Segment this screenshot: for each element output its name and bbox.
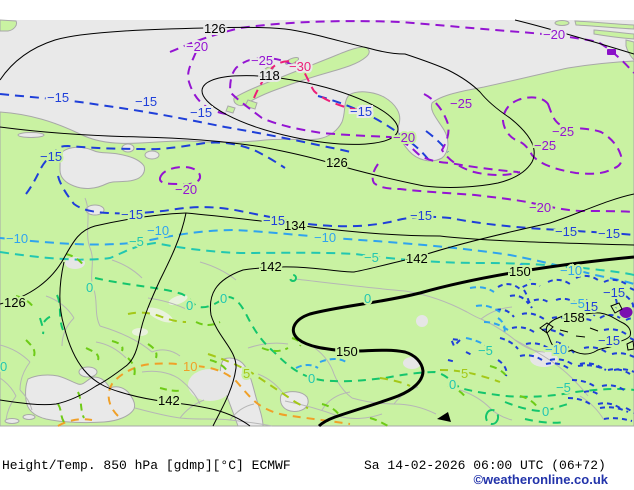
svg-text:©weatheronline.co.uk: ©weatheronline.co.uk <box>473 472 608 487</box>
svg-text:0: 0 <box>0 359 7 374</box>
svg-text:118: 118 <box>259 68 280 83</box>
svg-text:−15: −15 <box>40 149 62 164</box>
svg-text:150: 150 <box>509 264 531 279</box>
svg-text:−15: −15 <box>47 90 69 105</box>
svg-text:−15: −15 <box>350 104 372 119</box>
svg-text:−20: −20 <box>393 130 415 145</box>
svg-text:−20: −20 <box>186 39 208 54</box>
svg-text:0: 0 <box>449 377 456 392</box>
svg-text:−10: −10 <box>560 263 582 278</box>
svg-text:−25: −25 <box>552 124 574 139</box>
svg-text:−5: −5 <box>478 343 493 358</box>
svg-text:−15: −15 <box>190 105 212 120</box>
svg-text:−15: −15 <box>598 333 620 348</box>
svg-text:158: 158 <box>563 310 585 325</box>
svg-text:−5: −5 <box>364 250 379 265</box>
svg-text:0: 0 <box>86 280 93 295</box>
svg-text:150: 150 <box>336 344 358 359</box>
svg-text:−30: −30 <box>289 59 311 74</box>
svg-text:10: 10 <box>183 359 197 374</box>
svg-text:−15: −15 <box>135 94 157 109</box>
svg-text:−15: −15 <box>121 207 143 222</box>
svg-text:0: 0 <box>542 404 549 419</box>
svg-text:−15: −15 <box>603 285 625 300</box>
svg-text:−5: −5 <box>570 296 585 311</box>
svg-text:−10: −10 <box>6 231 28 246</box>
svg-text:−25: −25 <box>251 53 273 68</box>
svg-text:−15: −15 <box>410 208 432 223</box>
svg-text:−10: −10 <box>314 230 336 245</box>
svg-text:0: 0 <box>186 298 193 313</box>
svg-text:142: 142 <box>158 393 180 408</box>
svg-text:−25: −25 <box>450 96 472 111</box>
svg-text:Sa 14-02-2026 06:00 UTC (06+72: Sa 14-02-2026 06:00 UTC (06+72) <box>364 458 606 473</box>
svg-text:−20: −20 <box>529 200 551 215</box>
svg-text:Height/Temp. 850 hPa [gdmp][°C: Height/Temp. 850 hPa [gdmp][°C] ECMWF <box>2 458 291 473</box>
svg-text:−15: −15 <box>263 213 285 228</box>
svg-text:126: 126 <box>4 295 26 310</box>
svg-text:0: 0 <box>220 291 227 306</box>
svg-text:0: 0 <box>308 371 315 386</box>
svg-text:142: 142 <box>260 259 282 274</box>
svg-text:134: 134 <box>284 218 306 233</box>
svg-text:0: 0 <box>364 291 371 306</box>
svg-text:−20: −20 <box>543 27 565 42</box>
svg-text:142: 142 <box>406 251 428 266</box>
svg-text:5: 5 <box>461 366 468 381</box>
svg-text:−10: −10 <box>545 342 567 357</box>
svg-text:126: 126 <box>204 21 226 36</box>
svg-text:−20: −20 <box>175 182 197 197</box>
svg-text:−15: −15 <box>598 226 620 241</box>
svg-text:−5: −5 <box>129 234 144 249</box>
svg-text:−15: −15 <box>576 299 598 314</box>
svg-text:−5: −5 <box>556 380 571 395</box>
svg-text:−15: −15 <box>555 224 577 239</box>
svg-text:126: 126 <box>326 155 348 170</box>
svg-text:−25: −25 <box>534 138 556 153</box>
svg-text:5: 5 <box>243 366 250 381</box>
svg-text:−10: −10 <box>147 223 169 238</box>
